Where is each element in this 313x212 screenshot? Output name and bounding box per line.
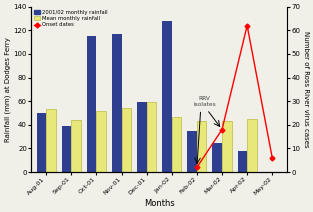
Bar <box>162 21 172 172</box>
Bar <box>187 131 197 172</box>
Y-axis label: Rainfall (mm) at Dodges Ferry: Rainfall (mm) at Dodges Ferry <box>4 37 11 142</box>
Y-axis label: Number of Ross River virus cases: Number of Ross River virus cases <box>303 31 309 148</box>
Bar <box>37 113 46 172</box>
Bar <box>46 109 56 172</box>
Bar <box>247 119 257 172</box>
Bar <box>197 121 207 172</box>
Onset dates <box>220 128 224 131</box>
Bar <box>112 34 121 172</box>
Bar <box>71 120 81 172</box>
Bar <box>213 142 222 172</box>
Bar <box>87 36 96 172</box>
Bar <box>222 121 232 172</box>
X-axis label: Months: Months <box>144 199 175 208</box>
Bar <box>137 102 147 172</box>
Text: RRV
isolates: RRV isolates <box>193 96 216 107</box>
Bar <box>147 102 156 172</box>
Bar <box>238 151 247 172</box>
Bar <box>172 117 181 172</box>
Bar <box>96 111 106 172</box>
Line: Onset dates: Onset dates <box>195 24 274 169</box>
Legend: 2001/02 monthly rainfall, Mean monthly rainfall, Onset dates: 2001/02 monthly rainfall, Mean monthly r… <box>32 8 110 30</box>
Onset dates <box>270 157 274 159</box>
Bar <box>62 126 71 172</box>
Onset dates <box>245 24 249 27</box>
Bar <box>121 108 131 172</box>
Onset dates <box>195 166 199 169</box>
